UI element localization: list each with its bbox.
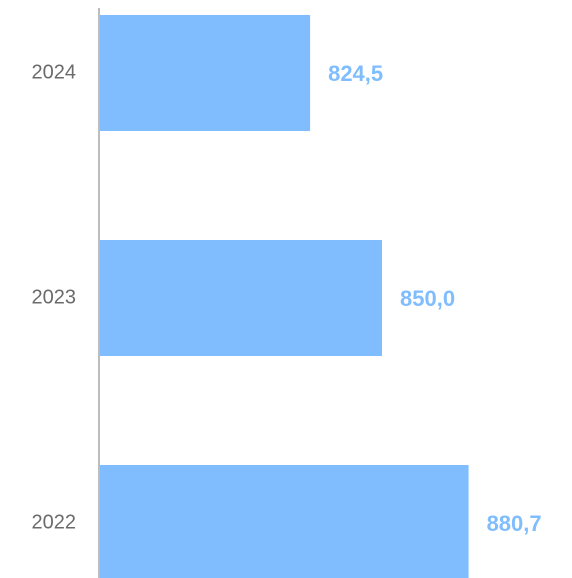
category-label: 2024: [32, 61, 77, 83]
value-label: 850,0: [400, 286, 455, 311]
value-label: 880,7: [487, 511, 542, 536]
bar: [100, 240, 382, 356]
value-label: 824,5: [328, 61, 383, 86]
category-label: 2023: [32, 286, 77, 308]
bar: [100, 465, 469, 578]
category-label: 2022: [32, 511, 77, 533]
bar: [100, 15, 311, 131]
